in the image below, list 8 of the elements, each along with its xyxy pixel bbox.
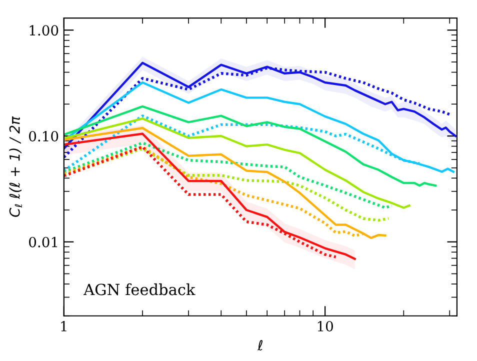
x-tick-label: 10	[318, 320, 333, 332]
y-tick-label: 0.10	[29, 130, 58, 142]
annotation: AGN feedback	[83, 283, 196, 296]
y-tick-label: 1.00	[30, 25, 58, 36]
y-axis-title: C$_{ℓ}$ ℓ(ℓ + 1) / 2π	[9, 116, 22, 217]
x-tick-label: 1	[61, 320, 66, 332]
y-tick-label: 0.01	[29, 236, 58, 248]
x-axis-title: ℓ	[257, 340, 262, 350]
